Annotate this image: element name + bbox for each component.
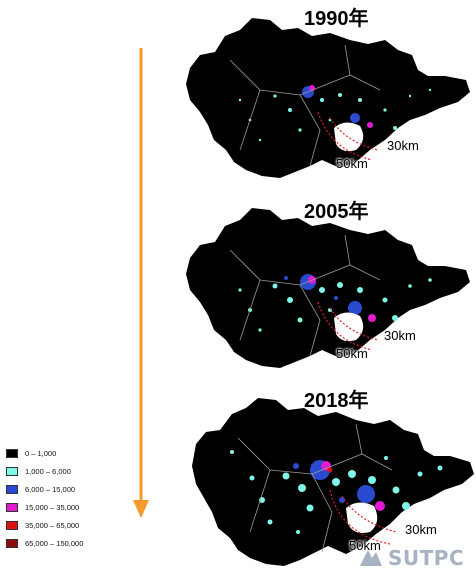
legend-label: 15,000 – 35,000 <box>25 502 80 512</box>
legend-label: 1,000 – 6,000 <box>25 466 71 476</box>
ring-30km <box>329 307 379 341</box>
district-boundaries <box>237 423 393 553</box>
ring-label-50km: 50km <box>349 538 381 553</box>
ring-30km <box>329 117 379 151</box>
ring-30km <box>341 495 397 533</box>
map-2018: 2018年 <box>0 382 476 570</box>
legend-swatch <box>6 502 18 512</box>
district-boundaries <box>229 234 381 357</box>
ring-50km <box>317 301 373 351</box>
district-boundaries <box>229 44 381 167</box>
ring-label-30km: 30km <box>405 522 437 537</box>
year-label-2005: 2005年 <box>304 201 369 223</box>
legend-swatch <box>6 520 18 530</box>
ring-50km <box>329 489 391 545</box>
map-2005: 2005年 30km 50km <box>0 190 476 380</box>
bay-water <box>346 502 378 533</box>
sutpc-watermark: SUTPC <box>358 546 464 570</box>
legend-item: 65,000 – 150,000 <box>6 534 126 552</box>
ring-label-50km: 50km <box>336 346 368 361</box>
legend-label: 0 – 1,000 <box>25 448 57 458</box>
density-map-2005 <box>186 208 470 368</box>
legend-swatch <box>6 484 18 494</box>
legend-label: 35,000 – 65,000 <box>25 520 80 530</box>
legend-swatch <box>6 466 18 476</box>
legend-swatch <box>6 538 18 548</box>
timeline-arrow <box>133 48 149 518</box>
year-label-1990: 1990年 <box>304 8 369 30</box>
ring-50km <box>317 111 373 161</box>
ring-label-30km: 30km <box>384 328 416 343</box>
ring-label-50km: 50km <box>336 156 368 171</box>
density-speckle <box>238 85 432 142</box>
legend-label: 6,000 – 15,000 <box>25 484 76 494</box>
region-silhouette <box>186 208 470 368</box>
density-map-1990 <box>186 18 470 178</box>
legend-item: 1,000 – 6,000 <box>6 462 126 480</box>
ring-label-30km: 30km <box>387 138 419 153</box>
map-1990: 1990年 30km 50km <box>0 0 476 190</box>
region-silhouette <box>186 18 470 178</box>
watermark-text: SUTPC <box>388 546 465 570</box>
sutpc-logo-icon <box>360 550 382 566</box>
bay-water <box>334 122 364 152</box>
legend-item: 0 – 1,000 <box>6 444 126 462</box>
legend-item: 6,000 – 15,000 <box>6 480 126 498</box>
year-label-2018: 2018年 <box>304 390 369 412</box>
bay-water <box>334 312 364 342</box>
legend-item: 35,000 – 65,000 <box>6 516 126 534</box>
legend-label: 65,000 – 150,000 <box>25 538 84 548</box>
density-speckle <box>230 450 443 534</box>
density-map-2018 <box>192 398 474 566</box>
legend-item: 15,000 – 35,000 <box>6 498 126 516</box>
density-legend: 0 – 1,000 1,000 – 6,000 6,000 – 15,000 1… <box>6 444 126 552</box>
legend-swatch <box>6 448 18 458</box>
